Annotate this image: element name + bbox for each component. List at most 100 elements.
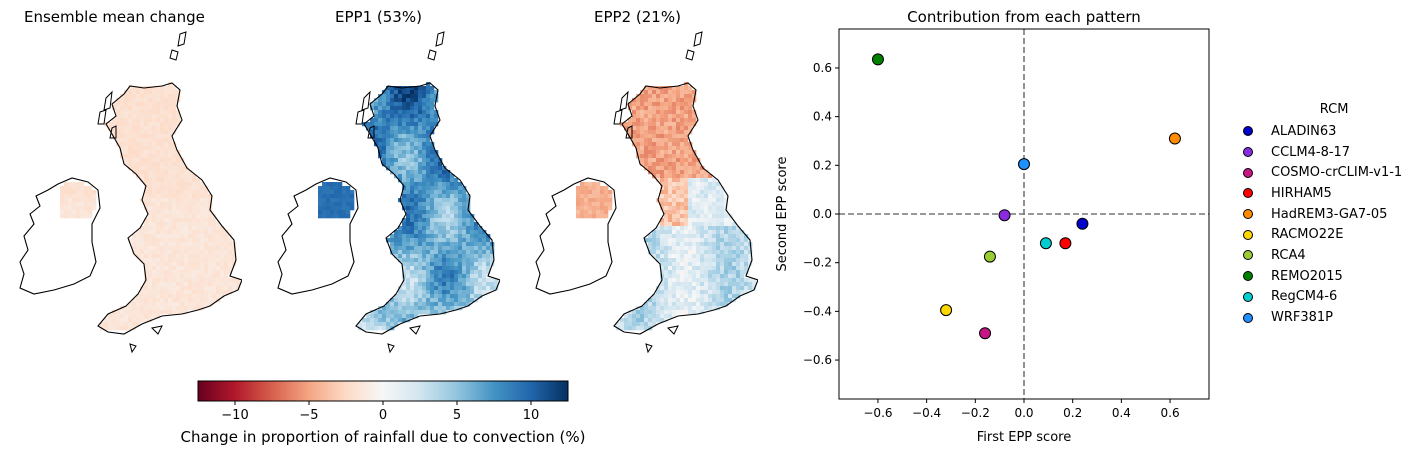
legend-label: COSMO-crCLIM-v1-1: [1271, 165, 1403, 181]
legend-marker: [1243, 167, 1253, 178]
legend-marker: [1243, 209, 1253, 220]
x-tick-label: −0.2: [961, 406, 990, 420]
legend-label: HadREM3-GA7-05: [1271, 206, 1388, 222]
coastline-great-britain: [613, 82, 758, 335]
legend-label: RACMO22E: [1271, 227, 1344, 243]
point-racmo22e: [940, 304, 953, 317]
point-aladin63: [1076, 217, 1089, 230]
colorbar-label: Change in proportion of rainfall due to …: [181, 428, 586, 446]
coastline-island: [177, 31, 187, 47]
x-tick-label: 0.0: [1014, 406, 1033, 420]
coastline-island: [109, 125, 117, 139]
coastline-island: [619, 90, 629, 111]
x-tick-label: −0.6: [863, 406, 892, 420]
coastline-island: [685, 49, 695, 61]
map-title-mean: Ensemble mean change: [24, 8, 205, 26]
colorbar-tick-label: 5: [453, 408, 461, 423]
legend-item: HIRHAM5: [1238, 183, 1402, 204]
coastline-island: [361, 90, 371, 111]
legend-item: COSMO-crCLIM-v1-1: [1238, 162, 1402, 183]
y-tick-label: −0.4: [803, 304, 832, 318]
colorbar: −10 −5 0 5 10 Change in proportion of rainfal…: [181, 380, 586, 446]
coastline-island: [613, 109, 623, 125]
legend-label: RegCM4-6: [1271, 289, 1338, 305]
coastline-island: [427, 49, 437, 61]
point-hirham5: [1059, 237, 1072, 250]
legend-item: RACMO22E: [1238, 224, 1402, 245]
y-tick-label: 0.4: [813, 110, 832, 124]
point-wrf381p: [1018, 158, 1030, 171]
coastline-island: [693, 31, 703, 47]
legend-label: RCA4: [1271, 247, 1306, 263]
coastline-island: [97, 109, 107, 125]
legend-marker: [1243, 291, 1253, 302]
legend-item: ALADIN63: [1238, 121, 1402, 142]
map-title-epp2: EPP2 (21%): [594, 8, 681, 26]
coastline-ireland: [19, 177, 101, 295]
point-rca4: [983, 250, 996, 263]
coastline-island: [625, 125, 633, 139]
coastline-ireland: [277, 177, 359, 295]
colorbar-tick-label: 0: [379, 408, 387, 423]
x-tick-label: 0.6: [1161, 406, 1180, 420]
legend-label: WRF381P: [1271, 310, 1334, 326]
legend-item: RegCM4-6: [1238, 287, 1402, 308]
legend-marker: [1243, 229, 1253, 240]
x-tick-label: −0.4: [912, 406, 941, 420]
legend-marker: [1243, 126, 1253, 137]
colorbar-tick-label: −10: [221, 408, 248, 423]
coastline-great-britain: [355, 82, 500, 335]
coastline-island: [666, 325, 679, 335]
coastline-island: [387, 343, 395, 354]
legend-label: REMO2015: [1271, 268, 1343, 284]
legend-title: RCM: [1319, 102, 1349, 117]
legend-marker: [1243, 188, 1253, 199]
x-tick-label: 0.4: [1112, 406, 1131, 420]
coastline-island: [355, 109, 365, 125]
coastline-great-britain: [97, 82, 242, 335]
legend-item: REMO2015: [1238, 266, 1402, 287]
coastline-island: [367, 125, 375, 139]
point-regcm4-6: [1039, 237, 1052, 250]
uk-map-mean: [19, 31, 242, 354]
plot-frame: [838, 28, 1210, 400]
y-axis-label: Second EPP score: [775, 157, 790, 272]
legend-item: CCLM4-8-17: [1238, 142, 1402, 163]
legend-marker: [1243, 147, 1253, 158]
legend-label: CCLM4-8-17: [1271, 144, 1351, 160]
legend: RCM ALADIN63 CCLM4-8-17 COSMO-crCLIM-v1-1 H…: [1238, 102, 1402, 328]
x-axis-label: First EPP score: [977, 430, 1071, 445]
chart-title: Contribution from each pattern: [907, 8, 1141, 26]
coastline-island: [129, 343, 137, 354]
legend-marker: [1243, 271, 1253, 282]
y-tick-label: 0.0: [813, 207, 832, 221]
map-title-epp1: EPP1 (53%): [335, 8, 422, 26]
point-remo2015: [871, 53, 884, 66]
coastline-island: [645, 343, 653, 354]
uk-map-epp2: [535, 31, 758, 354]
legend-label: ALADIN63: [1271, 123, 1337, 139]
legend-label: HIRHAM5: [1271, 185, 1332, 201]
y-tick-label: −0.6: [803, 353, 832, 367]
point-cosmo-crclim-v1-1: [979, 327, 992, 340]
y-tick-label: 0.2: [813, 158, 832, 172]
coastline-island: [435, 31, 445, 47]
colorbar-tick-label: 10: [523, 408, 540, 423]
coastline-island: [169, 49, 179, 61]
coastline-ireland: [535, 177, 617, 295]
legend-marker: [1243, 312, 1253, 323]
point-cclm4-8-17: [998, 209, 1011, 222]
y-tick-label: 0.6: [813, 61, 832, 75]
uk-map-epp1: [277, 31, 500, 354]
coastline-island: [150, 325, 163, 335]
colorbar-tick-label: −5: [299, 408, 318, 423]
legend-marker: [1243, 250, 1253, 261]
y-tick-label: −0.2: [803, 256, 832, 270]
coastline-island: [103, 90, 113, 111]
coastline-island: [408, 325, 421, 335]
x-tick-label: 0.2: [1063, 406, 1082, 420]
point-hadrem3-ga7-05: [1168, 132, 1181, 145]
legend-item: HadREM3-GA7-05: [1238, 204, 1402, 225]
legend-item: WRF381P: [1238, 307, 1402, 328]
